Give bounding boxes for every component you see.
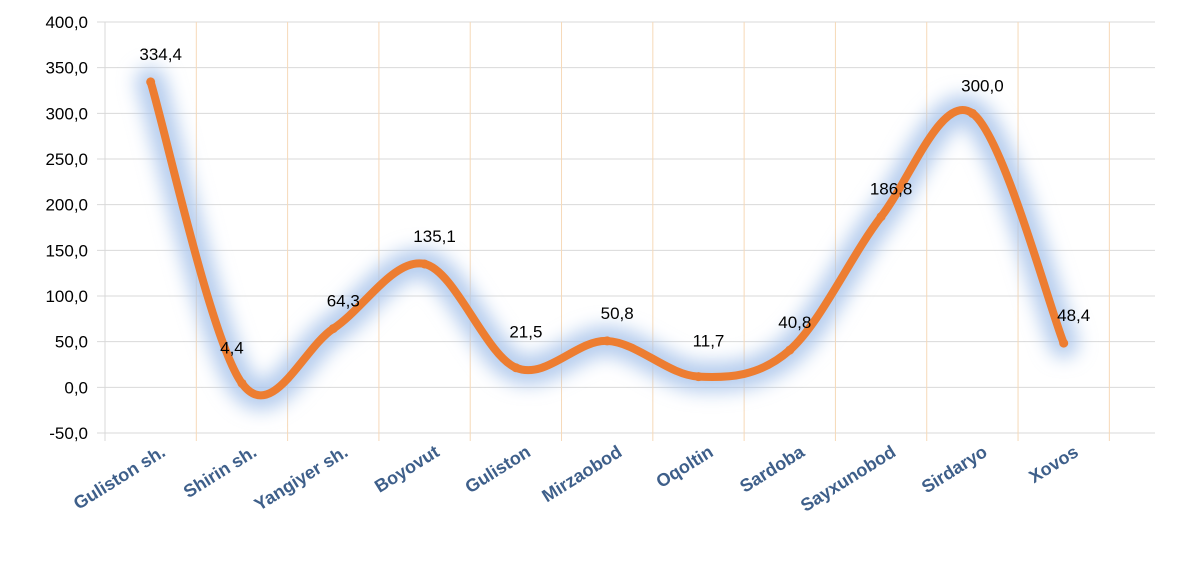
y-tick-label: -50,0	[49, 424, 88, 443]
x-tick-label: Guliston	[461, 441, 534, 497]
x-tick-label: Sardoba	[736, 441, 809, 497]
y-tick-label: 200,0	[45, 196, 88, 215]
x-tick-label: Mirzaobod	[538, 441, 625, 506]
x-tick-label: Boyovut	[371, 441, 443, 496]
data-point	[876, 212, 886, 222]
x-tick-label: Shirin sh.	[180, 441, 260, 501]
y-tick-label: 50,0	[55, 333, 88, 352]
y-tick-label: 250,0	[45, 150, 88, 169]
x-tick-label: Guliston sh.	[70, 441, 169, 513]
y-tick-label: 350,0	[45, 59, 88, 78]
data-labels: 334,4 4,4 64,3 135,1 21,5 50,8 11,7 40,8 186,8 30…	[139, 45, 1090, 357]
markers	[146, 77, 1069, 388]
y-tick-label: 400,0	[45, 13, 88, 32]
data-label: 21,5	[509, 323, 542, 342]
data-label: 11,7	[693, 332, 725, 351]
x-tick-label: Sirdaryo	[918, 441, 991, 497]
data-point	[420, 259, 430, 269]
x-tick-label: Xovos	[1025, 441, 1081, 487]
data-label: 64,3	[327, 292, 360, 311]
data-label: 50,8	[601, 304, 634, 323]
data-point	[785, 345, 795, 355]
y-tick-label: 150,0	[45, 241, 88, 260]
x-tick-label: Sayxunobod	[797, 441, 899, 515]
data-point	[237, 378, 247, 388]
data-point	[511, 363, 521, 373]
gridlines	[97, 21, 1155, 441]
x-tick-label: Yangiyer sh.	[251, 441, 352, 514]
data-point	[1059, 338, 1069, 348]
data-point	[693, 372, 703, 382]
data-point	[602, 336, 612, 346]
y-axis-tick-labels: 400,0 350,0 300,0 250,0 200,0 150,0 100,0 50,0 0…	[45, 13, 88, 443]
data-point	[146, 77, 156, 87]
x-axis-tick-labels: Guliston sh. Shirin sh.Yangiyer sh. Boyovu…	[70, 441, 1082, 516]
data-label: 4,4	[220, 338, 244, 357]
data-label: 135,1	[413, 227, 456, 246]
data-label: 40,8	[778, 313, 811, 332]
data-label: 186,8	[870, 180, 913, 199]
data-label: 300,0	[961, 76, 1004, 95]
y-tick-label: 100,0	[45, 287, 88, 306]
data-point	[328, 324, 338, 334]
data-label: 48,4	[1057, 306, 1090, 325]
data-label: 334,4	[139, 45, 182, 64]
x-tick-label: Oqoltin	[653, 441, 717, 491]
data-point	[967, 108, 977, 118]
y-tick-label: 0,0	[64, 378, 88, 397]
y-tick-label: 300,0	[45, 104, 88, 123]
